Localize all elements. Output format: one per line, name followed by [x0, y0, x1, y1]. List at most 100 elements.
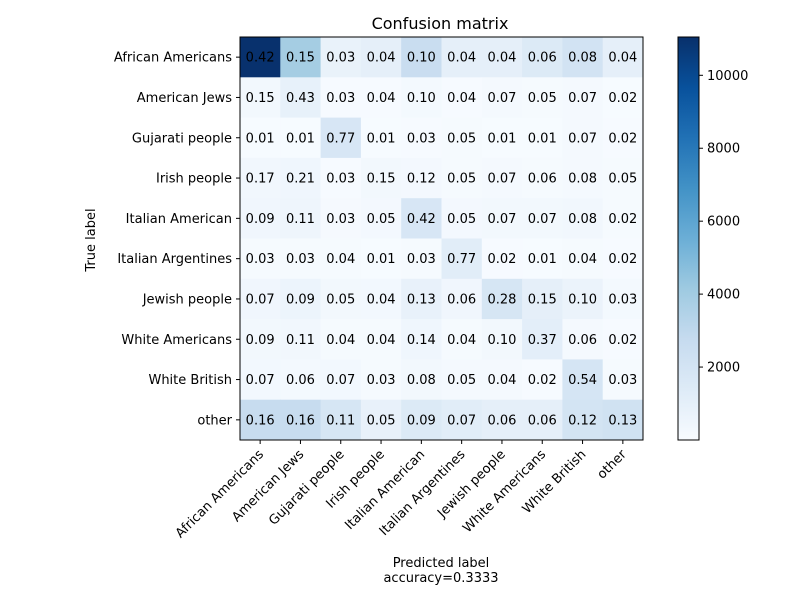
heatmap-cell	[522, 319, 563, 360]
heatmap-cell	[320, 117, 362, 159]
heatmap-cell	[481, 399, 523, 441]
cell-value-label: 0.11	[286, 212, 315, 227]
cell-value-label: 0.01	[286, 131, 315, 146]
heatmap-cell	[240, 399, 281, 441]
x-tick-label: other	[595, 447, 631, 483]
cell-value-label: 0.15	[246, 91, 275, 106]
heatmap-cell	[441, 198, 483, 239]
heatmap-cell	[280, 278, 322, 320]
heatmap-cell	[481, 157, 523, 199]
x-axis-label: Predicted label	[393, 556, 490, 571]
heatmap-cell	[481, 77, 523, 119]
heatmap-frame	[239, 36, 644, 441]
cell-value-label: 0.04	[568, 252, 597, 267]
colorbar: 2000 4000 6000 8000 10000	[677, 36, 748, 441]
cell-value-label: 0.14	[407, 333, 436, 348]
cell-value-label: 0.37	[528, 333, 557, 348]
cell-value-label: 0.01	[528, 131, 557, 146]
heatmap-cell	[320, 238, 362, 280]
cell-value-label: 0.15	[367, 172, 396, 187]
cell-value-label: 0.01	[487, 131, 516, 146]
heatmap-cell	[401, 77, 442, 119]
heatmap-cell	[240, 198, 281, 239]
cell-value-label: 0.04	[447, 51, 476, 66]
heatmap-cell-labels: 0.42 0.15 0.03 0.04 0.10 0.04 0.04 0.06 0.08 0.04…	[246, 51, 638, 429]
cell-value-label: 0.07	[487, 172, 516, 187]
heatmap-cell	[360, 157, 402, 199]
cell-value-label: 0.12	[407, 172, 436, 187]
y-tick-label: Italian Argentines	[117, 252, 232, 267]
cell-value-label: 0.11	[326, 413, 355, 428]
heatmap-cell	[562, 238, 604, 280]
heatmap-cell	[240, 117, 281, 159]
heatmap-cell	[602, 198, 644, 239]
cell-value-label: 0.10	[487, 333, 516, 348]
heatmap-cell	[562, 359, 604, 401]
cell-value-label: 0.04	[487, 51, 516, 66]
heatmap-cell	[562, 399, 604, 441]
cell-value-label: 0.28	[487, 292, 516, 307]
heatmap-cell	[280, 117, 322, 159]
heatmap-cell	[360, 278, 402, 320]
heatmap-cell	[522, 157, 563, 199]
cell-value-label: 0.07	[447, 413, 476, 428]
heatmap-cell	[481, 198, 523, 239]
heatmap-cell	[280, 77, 322, 119]
heatmap-cell	[441, 117, 483, 159]
cell-value-label: 0.03	[367, 373, 396, 388]
cell-value-label: 0.07	[528, 212, 557, 227]
heatmap-cell	[562, 319, 604, 360]
heatmap-cell	[360, 359, 402, 401]
cell-value-label: 0.07	[487, 212, 516, 227]
heatmap-cell	[360, 238, 402, 280]
colorbar-gradient	[678, 37, 699, 440]
heatmap-cell	[562, 198, 604, 239]
heatmap-cell	[481, 238, 523, 280]
heatmap-cell	[481, 319, 523, 360]
cell-value-label: 0.05	[326, 292, 355, 307]
cell-value-label: 0.03	[407, 252, 436, 267]
y-tick-label: American Jews	[137, 91, 232, 106]
cell-value-label: 0.13	[407, 292, 436, 307]
heatmap-cell	[562, 37, 604, 78]
heatmap-cell	[401, 359, 442, 401]
cell-value-label: 0.21	[286, 172, 315, 187]
heatmap-cell	[320, 319, 362, 360]
cell-value-label: 0.42	[407, 212, 436, 227]
heatmap-cell	[320, 278, 362, 320]
heatmap-cell	[401, 37, 442, 78]
cell-value-label: 0.03	[326, 172, 355, 187]
heatmap-cell	[240, 238, 281, 280]
cell-value-label: 0.08	[568, 51, 597, 66]
y-tick-label: White Americans	[121, 333, 232, 348]
heatmap-cell	[401, 157, 442, 199]
cell-value-label: 0.04	[367, 333, 396, 348]
heatmap-cell	[280, 399, 322, 441]
heatmap-cell	[562, 278, 604, 320]
heatmap-cell	[602, 157, 644, 199]
heatmap-cell	[562, 157, 604, 199]
heatmap-cell	[522, 359, 563, 401]
cell-value-label: 0.54	[568, 373, 597, 388]
heatmap-cell	[602, 399, 644, 441]
y-axis-label: True label	[84, 208, 99, 272]
heatmap-cell	[481, 359, 523, 401]
cell-value-label: 0.07	[568, 131, 597, 146]
cell-value-label: 0.04	[326, 252, 355, 267]
cell-value-label: 0.08	[568, 172, 597, 187]
cell-value-label: 0.16	[246, 413, 275, 428]
y-tick-label: African Americans	[114, 51, 232, 66]
cell-value-label: 0.10	[407, 91, 436, 106]
cell-value-label: 0.02	[487, 252, 516, 267]
heatmap-cell	[602, 278, 644, 320]
cell-value-label: 0.15	[286, 51, 315, 66]
cell-value-label: 0.03	[326, 51, 355, 66]
heatmap-cell	[320, 399, 362, 441]
cell-value-label: 0.06	[528, 413, 557, 428]
cell-value-label: 0.05	[528, 91, 557, 106]
cell-value-label: 0.77	[447, 252, 476, 267]
heatmap-cell	[441, 77, 483, 119]
cell-value-label: 0.16	[286, 413, 315, 428]
heatmap-cell	[240, 319, 281, 360]
